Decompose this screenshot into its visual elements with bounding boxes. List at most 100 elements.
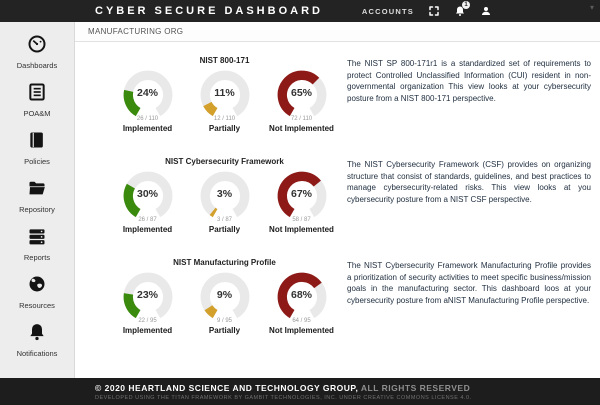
gauge-chart: 67% <box>275 171 329 221</box>
gauge-percent: 24% <box>136 87 158 99</box>
gauge-percent: 9% <box>216 289 233 301</box>
section-title: NIST Cybersecurity Framework <box>165 157 284 166</box>
gauge-percent: 67% <box>290 188 312 200</box>
bell-icon[interactable]: 1 <box>453 0 470 18</box>
gauge-arc <box>275 171 329 221</box>
sidebar-item-label: Reports <box>23 253 51 262</box>
gauge-arc <box>275 272 329 322</box>
sidebar-item-label: Policies <box>24 157 50 166</box>
top-header-bar: CYBER SECURE DASHBOARD ACCOUNTS 1 <box>0 0 600 22</box>
org-name: MANUFACTURING ORG <box>88 27 184 36</box>
gauge-percent: 3% <box>216 188 233 200</box>
gauge-fraction: 3 / 87 <box>216 217 232 223</box>
middle-region: Dashboards POA&M <box>0 22 600 378</box>
app-title: CYBER SECURE DASHBOARD <box>95 5 323 17</box>
gauge-partially[interactable]: 9% 9 / 95 Partially <box>186 272 263 335</box>
notification-badge: 1 <box>462 0 470 9</box>
dashboard-gauge-icon <box>27 34 47 59</box>
gauge-percent: 30% <box>136 188 158 200</box>
sidebar-item-notifications[interactable]: Notifications <box>0 319 74 360</box>
bell-icon <box>27 322 47 347</box>
gauge-label: Partially <box>208 124 241 133</box>
copyright-line: © 2020 HEARTLAND SCIENCE AND TECHNOLOGY … <box>95 383 590 393</box>
gauge-arc <box>198 171 252 221</box>
user-icon[interactable] <box>479 5 492 18</box>
sidebar-item-reports[interactable]: Reports <box>0 223 74 264</box>
gauge-arc <box>121 272 175 322</box>
gauge-implemented[interactable]: 23% 22 / 95 Implemented <box>109 272 186 335</box>
gauge-label: Not Implemented <box>269 326 334 335</box>
section-nist-manufacturing-profile: NIST Manufacturing Profile 23% 22 / 95 I… <box>75 258 593 335</box>
gauge-label: Implemented <box>122 225 173 234</box>
gauge-arc <box>275 70 329 120</box>
gauge-chart: 11% <box>198 70 252 120</box>
gauge-row: 23% 22 / 95 Implemented 9% 9 / 95 <box>109 272 340 335</box>
framework-credit-line: DEVELOPED USING THE TITAN FRAMEWORK BY G… <box>95 395 472 401</box>
gauge-fraction: 22 / 95 <box>138 318 157 324</box>
fullscreen-icon[interactable] <box>427 5 440 18</box>
copyright-strong: © 2020 HEARTLAND SCIENCE AND TECHNOLOGY … <box>95 383 359 393</box>
section-gauges: NIST Manufacturing Profile 23% 22 / 95 I… <box>75 258 347 335</box>
poam-list-icon <box>27 82 47 107</box>
gauge-percent: 23% <box>136 289 158 301</box>
main-panel: MANUFACTURING ORG NIST 800-171 24% <box>75 22 600 378</box>
gauge-partially[interactable]: 11% 12 / 110 Partially <box>186 70 263 133</box>
dashboard-content: NIST 800-171 24% 26 / 110 Implemented <box>75 42 600 378</box>
gauge-implemented[interactable]: 30% 26 / 87 Implemented <box>109 171 186 234</box>
dropdown-caret-icon[interactable]: ▾ <box>589 3 594 12</box>
gauge-fraction: 64 / 95 <box>292 318 311 324</box>
sidebar-item-label: Notifications <box>16 349 58 358</box>
gauge-not-implemented[interactable]: 68% 64 / 95 Not Implemented <box>263 272 340 335</box>
gauge-implemented[interactable]: 24% 26 / 110 Implemented <box>109 70 186 133</box>
gauge-chart: 3% <box>198 171 252 221</box>
gauge-arc <box>198 272 252 322</box>
section-description: The NIST Cybersecurity Framework Manufac… <box>347 261 591 305</box>
server-stack-icon <box>27 226 47 251</box>
sidebar-nav: Dashboards POA&M <box>0 22 75 378</box>
sidebar-item-label: Dashboards <box>16 61 58 70</box>
gauge-arc <box>121 171 175 221</box>
gauge-percent: 65% <box>290 87 312 99</box>
section-nist-800-171: NIST 800-171 24% 26 / 110 Implemented <box>75 56 593 133</box>
book-icon <box>27 130 47 155</box>
gauge-chart: 30% <box>121 171 175 221</box>
gauge-percent: 68% <box>290 289 312 301</box>
folder-icon <box>27 178 47 203</box>
gauge-fraction: 26 / 87 <box>138 217 157 223</box>
gauge-arc <box>121 70 175 120</box>
gauge-not-implemented[interactable]: 65% 72 / 110 Not Implemented <box>263 70 340 133</box>
section-title: NIST Manufacturing Profile <box>173 258 276 267</box>
gauge-fraction: 12 / 110 <box>213 116 236 122</box>
gauge-partially[interactable]: 3% 3 / 87 Partially <box>186 171 263 234</box>
gauge-not-implemented[interactable]: 67% 58 / 87 Not Implemented <box>263 171 340 234</box>
sidebar-item-poam[interactable]: POA&M <box>0 79 74 120</box>
section-title: NIST 800-171 <box>199 56 250 65</box>
gauge-label: Implemented <box>122 124 173 133</box>
gauge-label: Partially <box>208 225 241 234</box>
gauge-fraction: 26 / 110 <box>136 116 159 122</box>
section-description: The NIST Cybersecurity Framework (CSF) p… <box>347 160 591 204</box>
gauge-chart: 65% <box>275 70 329 120</box>
section-nist-csf: NIST Cybersecurity Framework 30% 26 / 87… <box>75 157 593 234</box>
gauge-label: Partially <box>208 326 241 335</box>
org-breadcrumb-bar: MANUFACTURING ORG <box>75 22 600 42</box>
sidebar-item-resources[interactable]: Resources <box>0 271 74 312</box>
gauge-chart: 68% <box>275 272 329 322</box>
sidebar-item-policies[interactable]: Policies <box>0 127 74 168</box>
gauge-chart: 24% <box>121 70 175 120</box>
gauge-arc <box>198 70 252 120</box>
gauge-fraction: 72 / 110 <box>290 116 313 122</box>
gauge-label: Not Implemented <box>269 124 334 133</box>
sidebar-item-repository[interactable]: Repository <box>0 175 74 216</box>
accounts-link[interactable]: ACCOUNTS <box>361 6 414 16</box>
gauge-fraction: 58 / 87 <box>292 217 311 223</box>
gauge-label: Implemented <box>122 326 173 335</box>
sidebar-item-dashboards[interactable]: Dashboards <box>0 31 74 72</box>
gauge-label: Not Implemented <box>269 225 334 234</box>
footer-bar: © 2020 HEARTLAND SCIENCE AND TECHNOLOGY … <box>0 378 600 405</box>
globe-icon <box>27 274 47 299</box>
gauge-row: 24% 26 / 110 Implemented 11% 12 / <box>109 70 340 133</box>
section-gauges: NIST 800-171 24% 26 / 110 Implemented <box>75 56 347 133</box>
gauge-chart: 23% <box>121 272 175 322</box>
